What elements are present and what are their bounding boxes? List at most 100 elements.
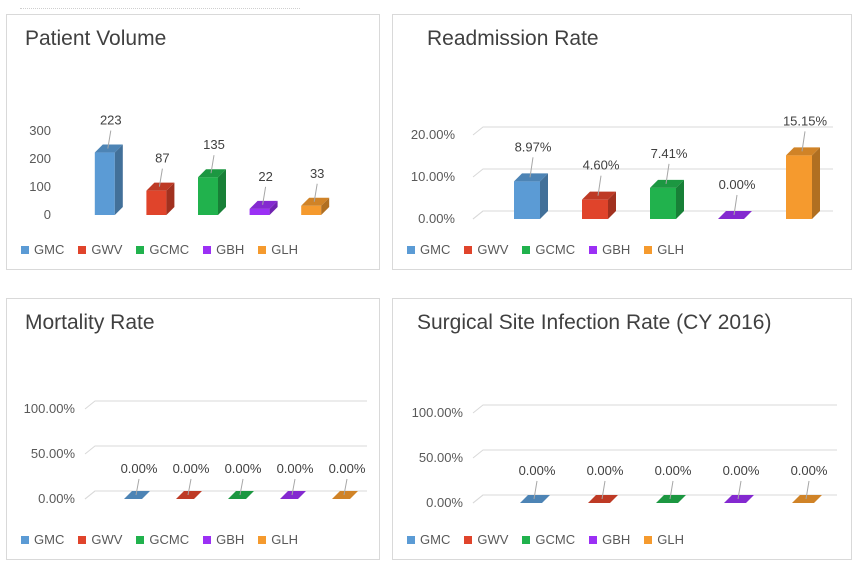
y-tick-label: 50.00% (31, 446, 76, 461)
bar-top (332, 491, 358, 499)
y-tick-label: 100.00% (412, 405, 464, 420)
legend-label: GMC (420, 242, 451, 257)
bar-glh (792, 495, 822, 503)
data-label-leader (533, 480, 538, 500)
legend-label: GBH (216, 242, 245, 257)
bar-top (718, 211, 752, 219)
y-tick-label: 200 (29, 151, 51, 166)
legend-label: GCMC (535, 242, 576, 257)
legend-label: GLH (271, 242, 299, 257)
bar-top (94, 144, 123, 153)
data-label: 87 (155, 151, 169, 166)
bar-top (280, 491, 306, 499)
legend-swatch (203, 535, 212, 544)
chart-floor (472, 210, 833, 220)
y-tick-label: 50.00% (419, 450, 464, 465)
chart-title: Mortality Rate (25, 311, 155, 334)
legend-item-glh: GLH (644, 532, 684, 547)
legend-label: GMC (34, 242, 65, 257)
legend-label: GWV (91, 242, 123, 257)
legend-swatch (136, 535, 145, 544)
bar-side (321, 197, 330, 215)
data-label: 0.00% (329, 461, 366, 476)
data-label-leader (801, 131, 806, 152)
gridline (472, 126, 833, 136)
data-label: 0.00% (587, 463, 624, 478)
legend-label: GLH (657, 532, 685, 547)
data-label-leader (669, 480, 674, 500)
data-label: 0.00% (791, 463, 828, 478)
bar-side (676, 179, 684, 219)
bar-top (228, 491, 254, 499)
bar-gbh (280, 491, 306, 499)
bar-front (786, 155, 812, 219)
data-label: 15.15% (783, 113, 828, 128)
bar-front (94, 152, 115, 215)
legend-swatch (464, 535, 473, 544)
data-label-leader (343, 478, 348, 496)
legend-swatch (203, 245, 212, 254)
bar-top (514, 173, 548, 182)
patient-volume-chart: Patient Volume 300 200 100 0 223 87 135 22 33 GM… (6, 14, 380, 270)
gridline (84, 400, 367, 410)
legend-label: GWV (477, 532, 509, 547)
legend-label: GWV (477, 242, 509, 257)
legend-swatch (522, 535, 531, 544)
legend-label: GBH (216, 532, 245, 547)
bar-gmc (94, 144, 123, 215)
bar-top (582, 191, 616, 200)
data-label-leader (601, 480, 606, 500)
bar-gbh (724, 495, 754, 503)
surgical-site-infection-rate-chart: Surgical Site Infection Rate (CY 2016) 1… (392, 298, 852, 560)
data-label: 223 (100, 113, 122, 128)
legend-swatch (589, 245, 598, 254)
legend-swatch (136, 245, 145, 254)
data-label-leader (107, 130, 112, 149)
legend-swatch (407, 245, 415, 254)
bar-top (588, 495, 618, 503)
legend-item-gwv: GWV (464, 532, 508, 547)
legend-swatch (644, 245, 653, 254)
legend-item-gmc: GMC (21, 532, 64, 547)
data-label-leader (187, 478, 192, 496)
legend-item-gwv: GWV (78, 242, 122, 257)
bar-top (786, 147, 820, 156)
bar-top (124, 491, 150, 499)
bar-top (176, 491, 202, 499)
data-label-leader (262, 186, 267, 205)
bar-gwv (588, 495, 618, 503)
legend-item-gbh: GBH (589, 242, 630, 257)
data-label: 33 (310, 166, 324, 181)
legend-label: GCMC (149, 532, 190, 547)
bar-top (656, 495, 686, 503)
bar-front (146, 190, 167, 215)
legend-swatch (258, 535, 267, 544)
legend-label: GMC (34, 532, 65, 547)
bar-gmc (124, 491, 150, 499)
y-tick-label: 100.00% (24, 401, 76, 416)
data-label-leader (737, 480, 742, 500)
legend-item-gwv: GWV (78, 532, 122, 547)
bar-gmc (520, 495, 550, 503)
data-label: 0.00% (719, 177, 756, 192)
legend-swatch (464, 245, 473, 254)
data-label: 22 (258, 169, 272, 184)
legend-label: GBH (602, 532, 631, 547)
chart-plot: 300 200 100 0 223 87 135 22 33 (29, 113, 330, 222)
legend-swatch (258, 245, 267, 254)
bar-side (218, 169, 226, 215)
data-label: 0.00% (173, 461, 210, 476)
legend-item-gmc: GMC (407, 242, 450, 257)
bar-side (166, 182, 175, 215)
data-label-leader (733, 194, 738, 216)
bar-top (146, 182, 175, 191)
data-label-leader (665, 163, 670, 184)
legend-swatch (78, 535, 87, 544)
y-tick-label: 0.00% (426, 495, 463, 510)
legend-item-gmc: GMC (407, 532, 450, 547)
legend-item-gcmc: GCMC (522, 242, 575, 257)
y-tick-label: 10.00% (411, 169, 456, 184)
data-label: 0.00% (277, 461, 314, 476)
bar-gbh (718, 211, 752, 219)
gridline (84, 445, 367, 455)
